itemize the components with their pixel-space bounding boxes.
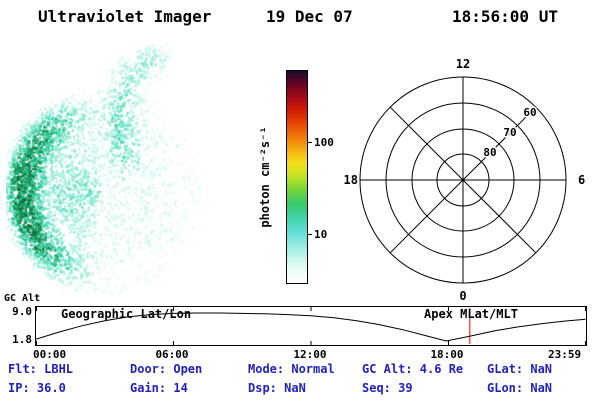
colorbar-tick-100: 100 xyxy=(314,136,334,149)
header-date: 19 Dec 07 xyxy=(266,7,353,26)
status-gc-alt: GC Alt: 4.6 Re xyxy=(362,362,464,376)
polar-mlat-label-60: 60 xyxy=(523,106,536,119)
polar-label-0: 0 xyxy=(459,289,466,303)
status-flt: Flt: LBHL xyxy=(8,362,74,376)
status-seq: Seq: 39 xyxy=(362,381,413,395)
xtick-1800: 18:00 xyxy=(430,348,464,361)
xtick-2359: 23:59 xyxy=(548,348,582,361)
polar-label-6: 6 xyxy=(578,173,585,187)
status-gain: Gain: 14 xyxy=(130,381,188,395)
status-mode: Mode: Normal xyxy=(248,362,335,376)
timeline-plot xyxy=(36,307,586,345)
status-ip: IP: 36.0 xyxy=(8,381,66,395)
timeline-label-apex: Apex MLat/MLT xyxy=(424,307,518,321)
uv-image xyxy=(6,42,242,300)
timeline-panel: Geographic Lat/Lon Apex MLat/MLT xyxy=(35,306,587,346)
polar-mlat-label-80: 80 xyxy=(483,146,496,159)
status-glat: GLat: NaN xyxy=(487,362,553,376)
polar-label-12: 12 xyxy=(456,57,470,71)
status-glon: GLon: NaN xyxy=(487,381,553,395)
gc-alt-axis-label: GC Alt xyxy=(4,293,41,304)
polar-label-18: 18 xyxy=(344,173,358,187)
ytick-9: 9.0 xyxy=(12,305,32,318)
colorbar-unit-label: photon cm⁻²s⁻¹ xyxy=(258,126,272,228)
polar-mlat-label-70: 70 xyxy=(503,126,516,139)
polar-plot: 12 0 18 6 60 70 80 xyxy=(344,57,586,303)
ytick-1-8: 1.8 xyxy=(12,333,32,346)
colorbar-gradient xyxy=(286,70,308,284)
colorbar-tick-10: 10 xyxy=(314,228,328,241)
polar-spoke-diag-se xyxy=(389,106,537,254)
colorbar-tick-mark-100 xyxy=(307,142,312,143)
timeline-tick-marks xyxy=(36,307,586,345)
xtick-0600: 06:00 xyxy=(155,348,189,361)
xtick-0000: 00:00 xyxy=(33,348,67,361)
header-time: 18:56:00 UT xyxy=(452,7,558,26)
polar-grid-lines xyxy=(359,76,567,284)
page-title: Ultraviolet Imager xyxy=(38,7,212,26)
colorbar-tick-mark-10 xyxy=(307,234,312,235)
status-door: Door: Open xyxy=(130,362,203,376)
xtick-1200: 12:00 xyxy=(293,348,327,361)
status-dsp: Dsp: NaN xyxy=(248,381,306,395)
gc-altitude-curve xyxy=(36,312,586,342)
timeline-label-geographic: Geographic Lat/Lon xyxy=(61,307,192,321)
